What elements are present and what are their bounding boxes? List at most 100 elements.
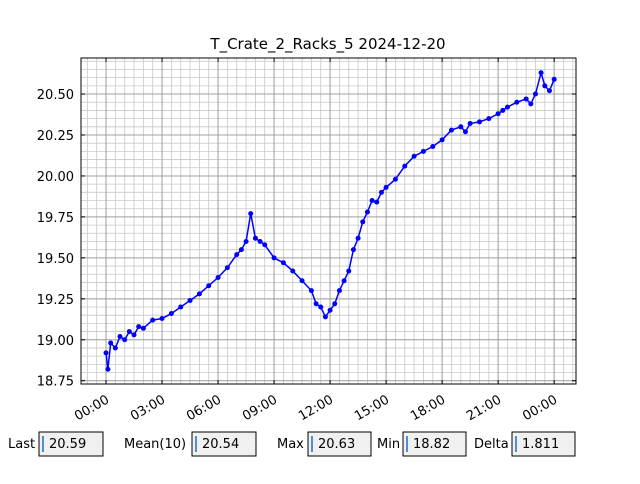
y-tick-label: 20.50 [37, 88, 74, 103]
point [103, 350, 109, 356]
stat-label: Last [8, 437, 35, 452]
point [168, 311, 174, 317]
y-tick-label: 18.75 [37, 375, 74, 390]
plot-frame [80, 57, 577, 385]
x-tick-label: 00:00 [72, 392, 112, 424]
x-tick-label: 21:00 [464, 392, 504, 424]
point [248, 211, 254, 217]
point [355, 235, 361, 241]
point [187, 297, 193, 303]
stat-value: 18.82 [413, 437, 450, 452]
x-tick-label: 18:00 [408, 392, 448, 424]
x-tick-label: 09:00 [240, 392, 280, 424]
point [206, 283, 212, 289]
point [112, 345, 118, 351]
point [108, 340, 114, 346]
point [346, 268, 352, 274]
point [224, 265, 230, 271]
point [238, 247, 244, 253]
y-tick-label: 19.00 [37, 334, 74, 349]
x-tick-label: 06:00 [184, 392, 224, 424]
x-tick-label: 15:00 [352, 392, 392, 424]
point [150, 317, 156, 323]
point [271, 255, 277, 261]
point [257, 238, 263, 244]
point [262, 242, 268, 248]
point [140, 325, 146, 331]
point [538, 70, 544, 76]
point [439, 137, 445, 143]
point [290, 268, 296, 274]
point [448, 127, 454, 133]
y-tick-label: 20.25 [37, 129, 74, 144]
point [360, 219, 366, 225]
point [378, 189, 384, 195]
point [131, 332, 137, 338]
point [332, 301, 338, 307]
stat-value: 20.54 [202, 437, 239, 452]
point [243, 238, 249, 244]
stat-label: Max [277, 437, 304, 452]
point [528, 101, 534, 107]
stat-value: 20.63 [318, 437, 355, 452]
point [280, 260, 286, 266]
point [336, 288, 342, 294]
point [364, 209, 370, 215]
point [374, 199, 380, 205]
point [462, 129, 468, 135]
point [308, 288, 314, 294]
x-tick-label: 12:00 [296, 392, 336, 424]
stat-label: Min [377, 437, 400, 452]
stat-value: 20.59 [49, 437, 86, 452]
y-tick-label: 20.00 [37, 170, 74, 185]
point [215, 275, 221, 281]
point [476, 119, 482, 125]
point [532, 91, 538, 97]
point [318, 304, 324, 310]
point [467, 121, 473, 127]
y-tick-label: 19.75 [37, 211, 74, 226]
stat-box [191, 431, 257, 457]
point [383, 184, 389, 190]
point [234, 252, 240, 258]
stat-box [511, 431, 576, 457]
point [411, 153, 417, 159]
point [420, 148, 426, 154]
point [159, 315, 165, 321]
point [105, 366, 111, 372]
point [402, 163, 408, 169]
point [117, 333, 123, 339]
point [178, 304, 184, 310]
point [350, 247, 356, 253]
point [299, 278, 305, 284]
point [313, 301, 319, 307]
point [252, 235, 258, 241]
point [523, 96, 529, 102]
point [430, 143, 436, 149]
point [126, 329, 132, 335]
stat-label: Delta [474, 437, 509, 452]
line [105, 69, 555, 370]
point [369, 198, 375, 204]
point [504, 104, 510, 110]
stat-box [38, 431, 104, 457]
point [551, 76, 557, 82]
point [122, 337, 128, 343]
point [458, 124, 464, 130]
point [546, 88, 552, 94]
point [196, 291, 202, 297]
y-tick-label: 19.50 [37, 252, 74, 267]
point [327, 307, 333, 313]
point [500, 107, 506, 113]
point [322, 314, 328, 320]
y-tick-label: 19.25 [37, 293, 74, 308]
point [136, 324, 142, 330]
x-tick-label: 00:00 [520, 392, 560, 424]
point [486, 116, 492, 122]
point [514, 99, 520, 105]
x-tick-label: 03:00 [128, 392, 168, 424]
point [542, 83, 548, 89]
stat-box [307, 431, 372, 457]
stat-box [402, 431, 467, 457]
